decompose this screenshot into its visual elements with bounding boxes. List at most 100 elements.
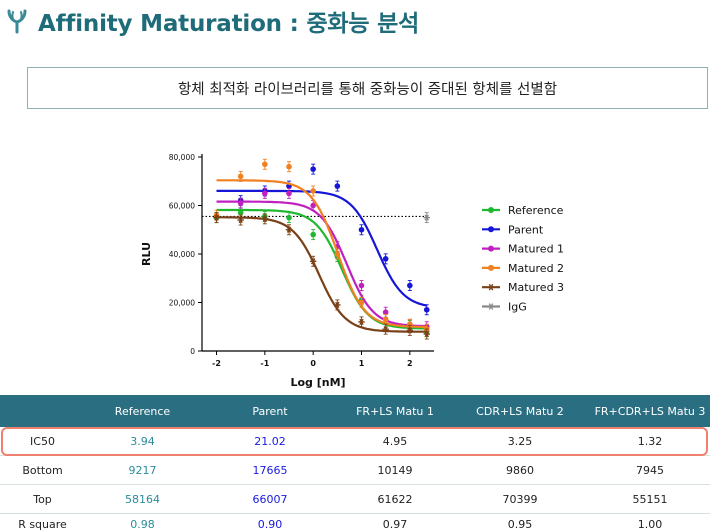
x-tick-label: 0 — [310, 359, 316, 368]
data-point — [286, 190, 292, 197]
table-header-parent: Parent — [252, 405, 288, 418]
cell-reference: 0.98 — [130, 518, 155, 531]
chart-axes: 0 20,000 40,000 60,000 80,000 -2 -1 0 1 2 Log [nM]… — [140, 153, 434, 389]
cell-parent: 0.90 — [257, 518, 283, 531]
cell-matu1: 0.97 — [382, 518, 408, 531]
legend-swatch-marker — [487, 283, 495, 291]
data-point — [286, 214, 292, 221]
legend-swatch-marker — [488, 245, 494, 252]
fit-curve — [216, 189, 428, 307]
data-point — [286, 163, 292, 170]
star-stroke — [488, 283, 494, 291]
x-tick-label: 2 — [407, 359, 413, 368]
star-stroke — [407, 327, 413, 334]
chart-legend: Reference Parent Matured 1 Matured 2 Matured… — [482, 204, 564, 314]
cell-matu3: 1.00 — [637, 518, 663, 531]
legend-label: IgG — [508, 301, 527, 314]
ic50-highlight-box — [1, 427, 708, 456]
legend-item: Matured 1 — [482, 243, 564, 256]
x-tick-label: -2 — [212, 359, 221, 368]
data-point — [261, 215, 269, 222]
chart-plot-area — [202, 158, 430, 340]
y-axis-label: RLU — [140, 242, 153, 266]
cell-matu3: 55151 — [632, 493, 668, 506]
table-row-rsquare: R square 0.98 0.90 0.97 0.95 1.00 — [0, 514, 710, 532]
star-stroke — [488, 303, 494, 310]
star-stroke — [383, 326, 388, 333]
cell-matu3: 1.32 — [637, 435, 663, 448]
row-label: Bottom — [22, 464, 63, 477]
data-point — [334, 183, 341, 189]
table-header-matu1: FR+LS Matu 1 — [356, 405, 434, 418]
fit-results-table: Reference Parent FR+LS Matu 1 CDR+LS Mat… — [0, 395, 710, 532]
legend-label: Matured 3 — [508, 281, 564, 294]
data-point — [358, 226, 365, 233]
cell-reference: 3.94 — [130, 435, 155, 448]
data-point — [358, 299, 365, 306]
cell-matu2: 70399 — [502, 493, 538, 506]
cell-parent: 66007 — [252, 493, 288, 506]
cell-matu1: 4.95 — [382, 435, 408, 448]
y-tick-label: 0 — [190, 347, 195, 356]
data-point — [406, 327, 414, 334]
series-igg — [423, 212, 430, 224]
table-header-matu3: FR+CDR+LS Matu 3 — [594, 405, 706, 418]
page-title: Affinity Maturation : 중화능 분석 — [38, 11, 420, 37]
summary-text: 항체 최적화 라이브러리를 통해 중화능이 증대된 항체를 선별함 — [177, 81, 558, 98]
data-point — [382, 256, 389, 262]
fit-curve — [216, 216, 427, 333]
data-point — [334, 301, 341, 309]
star-stroke — [359, 318, 364, 326]
legend-swatch-marker — [488, 207, 494, 213]
star-stroke — [214, 214, 219, 221]
star-stroke — [424, 330, 429, 338]
data-point — [310, 188, 316, 194]
table-header-matu2: CDR+LS Matu 2 — [476, 405, 564, 418]
cell-reference: 9217 — [128, 464, 157, 477]
cell-matu1: 61622 — [377, 493, 413, 506]
row-label: IC50 — [30, 435, 55, 448]
cell-matu1: 10149 — [377, 464, 413, 477]
legend-swatch-marker — [487, 303, 495, 310]
data-point — [310, 202, 316, 209]
fit-curve — [216, 208, 427, 330]
cell-matu2: 9860 — [506, 464, 534, 477]
table-row-bottom: Bottom 9217 17665 10149 9860 7945 — [0, 456, 710, 485]
data-point — [237, 216, 244, 224]
data-point — [285, 226, 293, 233]
cell-matu3: 7945 — [636, 464, 664, 477]
table-header-reference: Reference — [114, 405, 171, 418]
row-label: Top — [33, 493, 52, 506]
y-tick-label: 20,000 — [169, 299, 195, 308]
table-header-row: Reference Parent FR+LS Matu 1 CDR+LS Mat… — [0, 395, 710, 427]
legend-item: Parent — [482, 223, 544, 236]
y-tick-label: 60,000 — [169, 202, 195, 211]
series-parent — [216, 163, 430, 316]
data-point — [358, 282, 365, 289]
cell-matu2: 0.95 — [507, 518, 533, 531]
star-stroke — [286, 226, 292, 233]
legend-label: Parent — [508, 223, 544, 236]
fit-curve — [216, 179, 427, 328]
data-point — [237, 200, 244, 206]
legend-label: Reference — [508, 204, 564, 217]
data-point — [423, 330, 430, 338]
data-point — [358, 318, 365, 326]
fit-curve — [216, 200, 427, 328]
data-point — [382, 309, 389, 316]
data-point — [310, 166, 316, 172]
legend-swatch-marker — [488, 264, 494, 271]
cell-parent: 21.02 — [254, 435, 286, 448]
dose-response-chart: 0 20,000 40,000 60,000 80,000 -2 -1 0 1 2 Log [nM]… — [140, 153, 564, 389]
data-point — [213, 214, 220, 221]
star-stroke — [424, 214, 429, 221]
x-tick-label: -1 — [260, 359, 269, 368]
series-reference — [213, 207, 430, 338]
summary-box: 항체 최적화 라이브러리를 통해 중화능이 증대된 항체를 선별함 — [27, 67, 708, 109]
cell-parent: 17665 — [252, 464, 288, 477]
legend-item: Matured 3 — [482, 281, 564, 294]
data-point — [382, 316, 389, 323]
legend-item: Reference — [482, 204, 564, 217]
star-stroke — [262, 215, 268, 222]
data-point — [262, 161, 268, 168]
